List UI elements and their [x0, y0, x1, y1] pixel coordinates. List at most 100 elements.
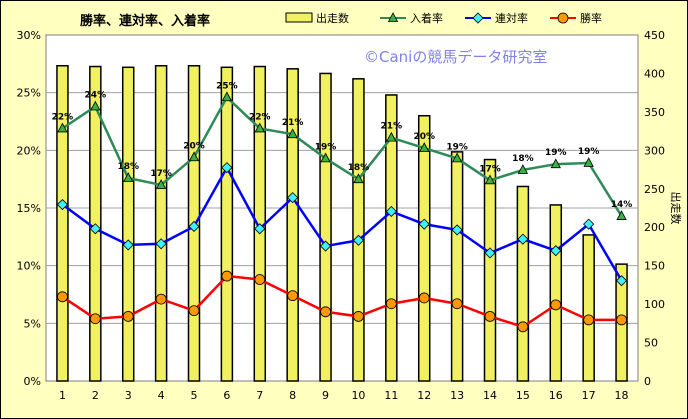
y-left-tick-label: 10%	[17, 260, 41, 273]
bar-mark	[483, 158, 497, 382]
point-marker	[57, 291, 68, 303]
watermark: ©Caniの競馬データ研究室	[364, 48, 547, 66]
point-marker	[352, 234, 365, 246]
point-marker	[387, 12, 399, 22]
point-marker	[188, 305, 200, 317]
point-marker	[287, 128, 298, 139]
bar-mark	[385, 94, 398, 382]
point-marker	[615, 275, 628, 287]
y-left-tick-label: 15%	[17, 202, 41, 215]
legend-label: 勝率	[580, 11, 602, 25]
x-tick-label: 10	[351, 389, 365, 402]
point-marker	[188, 220, 200, 233]
legend-label: 連対率	[495, 11, 528, 25]
point-marker	[583, 157, 594, 167]
point-marker	[155, 179, 167, 189]
x-tick-label: 8	[289, 389, 296, 402]
point-marker	[419, 142, 430, 152]
series-line	[61, 165, 623, 282]
point-marker	[484, 174, 496, 185]
x-tick-label: 11	[384, 389, 398, 402]
x-tick-label: 6	[223, 389, 230, 402]
point-marker	[122, 239, 134, 251]
data-label: 20%	[413, 132, 435, 142]
x-tick-label: 13	[450, 389, 464, 402]
chart-title: 勝率、連対率、入着率	[80, 13, 210, 29]
point-marker	[451, 152, 463, 163]
bar-mark	[286, 68, 299, 382]
data-label: 18%	[512, 154, 534, 164]
legend-label: 出走数	[316, 11, 349, 25]
bar-mark	[220, 66, 234, 382]
data-label: 21%	[381, 122, 403, 132]
gridlines	[46, 92, 638, 324]
legend: 出走数 入着率 連対率 勝率	[285, 11, 602, 25]
data-label: 17%	[150, 169, 172, 179]
legend-label: 入着率	[410, 11, 443, 25]
x-tick-label: 4	[158, 389, 165, 402]
data-label: 19%	[315, 142, 337, 152]
data-label: 14%	[611, 200, 633, 210]
point-marker	[320, 152, 331, 163]
point-marker	[472, 12, 484, 24]
data-label: 22%	[52, 112, 74, 122]
y-left-tick-label: 0%	[24, 375, 41, 388]
point-marker	[57, 122, 68, 133]
y-right-tick-label: 250	[644, 183, 665, 196]
point-marker	[557, 12, 569, 24]
data-label: 22%	[249, 112, 271, 122]
data-label: 25%	[216, 81, 238, 91]
data-label: 18%	[117, 162, 139, 172]
bar-mark	[319, 72, 332, 382]
x-tick-label: 7	[256, 389, 263, 402]
data-label: 20%	[183, 141, 205, 151]
data-label: 24%	[85, 91, 107, 101]
point-marker	[517, 321, 529, 333]
point-marker	[221, 270, 233, 282]
point-marker	[155, 238, 167, 250]
bar-mark	[417, 114, 431, 382]
x-tick-label: 1	[59, 389, 66, 402]
data-label: 19%	[545, 148, 567, 158]
point-marker	[484, 311, 496, 322]
bar-mark	[549, 204, 563, 382]
point-marker	[89, 313, 101, 325]
point-marker	[451, 298, 463, 310]
point-marker	[56, 198, 69, 211]
y-right-tick-label: 350	[644, 106, 665, 119]
point-marker	[550, 158, 561, 169]
point-marker	[616, 210, 627, 220]
point-marker	[254, 274, 266, 285]
point-marker	[583, 218, 595, 230]
bar-mark	[352, 78, 365, 382]
x-tick-label: 14	[483, 389, 497, 402]
point-marker	[550, 245, 562, 257]
point-marker	[418, 218, 430, 230]
point-marker	[484, 247, 496, 259]
y-left-tick-label: 25%	[17, 87, 41, 100]
point-marker	[254, 122, 265, 133]
y-left-tick-label: 5%	[24, 317, 41, 330]
x-tick-label: 17	[582, 389, 596, 402]
data-label: 19%	[446, 142, 468, 152]
x-tick-label: 9	[322, 389, 329, 402]
data-labels-group: 22% 24% 18% 17% 20% 25% 22% 21% 19% 18% 21% 20% 19% 1…	[52, 81, 633, 210]
point-marker	[287, 192, 299, 204]
data-label: 19%	[578, 147, 600, 157]
x-tick-label: 5	[191, 389, 198, 402]
line-series-group	[56, 91, 628, 333]
point-marker	[89, 223, 101, 235]
y-right-tick-label: 150	[644, 260, 665, 273]
point-marker	[583, 314, 595, 326]
point-marker	[517, 164, 529, 174]
x-tick-label: 2	[92, 389, 99, 402]
data-label: 17%	[479, 164, 501, 174]
data-label: 21%	[282, 118, 304, 128]
bar-mark	[121, 66, 135, 382]
point-marker	[319, 240, 332, 252]
point-marker	[517, 233, 529, 245]
point-marker	[550, 299, 562, 311]
bar-mark	[154, 65, 168, 382]
x-tick-label: 3	[125, 389, 132, 402]
